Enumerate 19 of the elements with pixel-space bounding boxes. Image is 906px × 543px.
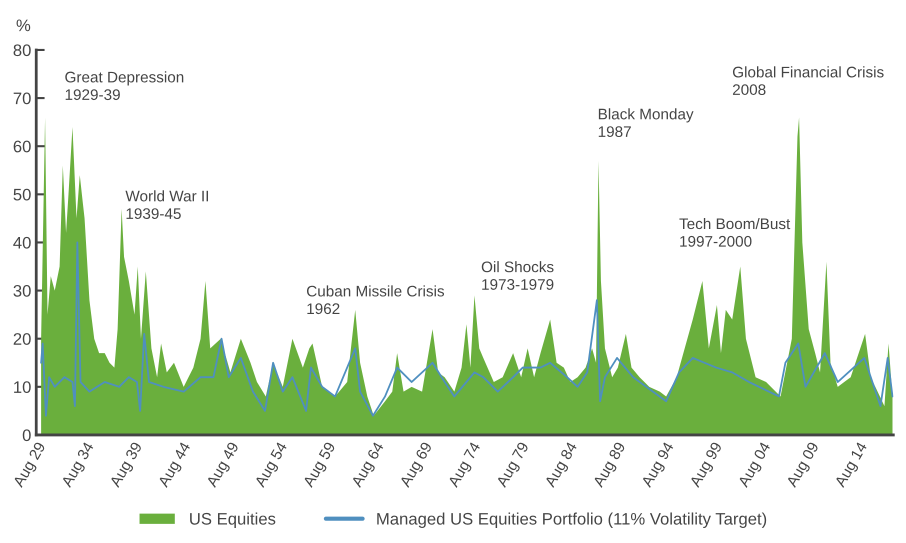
annotation: Global Financial Crisis 2008 <box>732 66 884 96</box>
y-tick-label: 20 <box>14 333 31 345</box>
legend-label: US Equities <box>190 512 276 528</box>
annotation: Great Depression 1929-39 <box>65 71 184 100</box>
y-tick-label: 50 <box>14 188 31 201</box>
y-tick-label: 80 <box>14 44 31 56</box>
annotation: Black Monday 1987 <box>598 108 694 138</box>
legend-label: Managed US Equities Portfolio (11% Volatility Target) <box>377 512 766 528</box>
annotation: World War II 1939-45 <box>125 190 208 220</box>
y-tick-label: 10 <box>14 381 31 394</box>
y-tick-label: 30 <box>13 284 31 297</box>
y-tick-label: 70 <box>14 92 31 104</box>
y-tick-label: 60 <box>14 140 31 152</box>
y-tick-label: 0 <box>22 429 31 442</box>
annotation: Cuban Missile Crisis 1962 <box>306 285 444 314</box>
y-tick-label: 40 <box>13 236 31 249</box>
annotation: Tech Boom/Bust 1997-2000 <box>679 218 790 247</box>
annotation: Oil Shocks 1973-1979 <box>482 261 554 290</box>
y-axis-title: % <box>16 20 30 32</box>
